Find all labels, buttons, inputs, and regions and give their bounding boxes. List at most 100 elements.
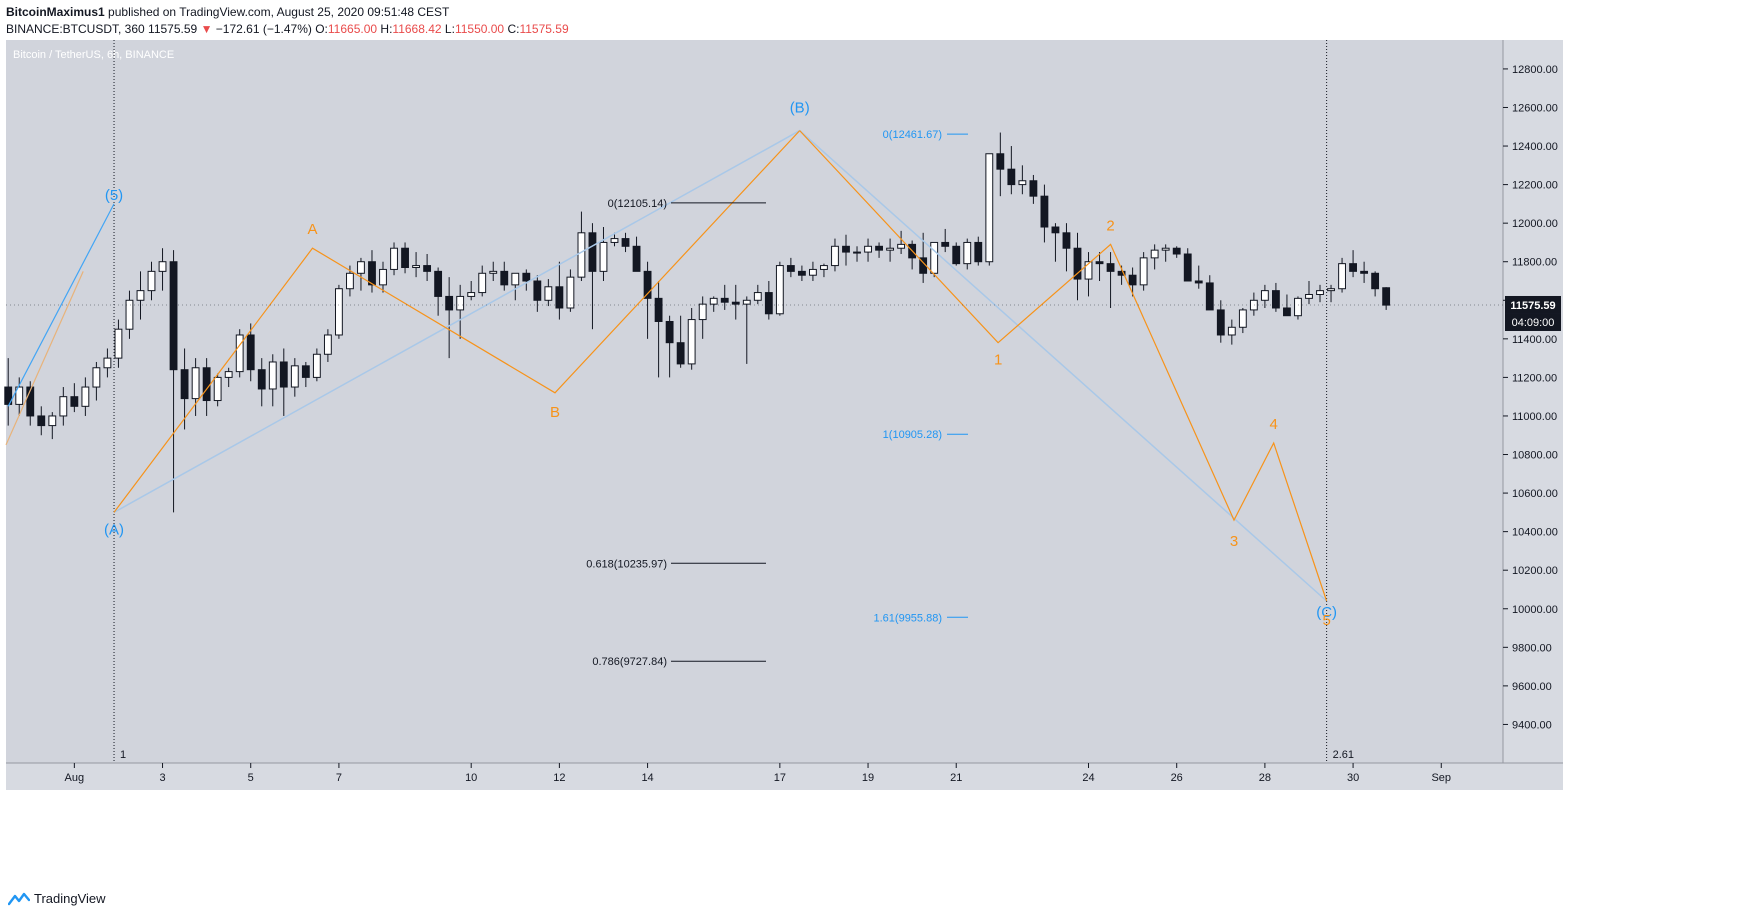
candle — [1316, 284, 1324, 303]
tradingview-logo[interactable]: TradingView — [8, 891, 106, 906]
candle — [875, 242, 883, 258]
candle — [235, 329, 244, 378]
last-price-badge — [1505, 295, 1561, 314]
fib-ext-label: 0(12461.67) — [883, 129, 942, 141]
candle-body-up — [1305, 293, 1313, 299]
candle-body-up — [412, 265, 420, 269]
price-tick-label: 11000.00 — [1512, 411, 1557, 423]
candle-body-up — [1260, 290, 1269, 301]
candle — [1128, 267, 1137, 297]
candle-body-up — [775, 265, 784, 315]
candle — [1095, 252, 1104, 281]
candle — [621, 232, 630, 253]
candle — [1007, 146, 1016, 195]
wave-label-orange: 4 — [1270, 416, 1278, 433]
price-tick-label: 10600.00 — [1512, 488, 1558, 500]
candle-body-down — [522, 272, 531, 282]
fib-level-label: 0.786(9727.84) — [592, 656, 667, 668]
candle-body-down — [1117, 270, 1126, 276]
candle — [786, 257, 795, 278]
candle-body-up — [312, 353, 321, 378]
plot-area[interactable] — [6, 40, 1503, 763]
candle — [224, 367, 233, 388]
candle-body-down — [1382, 287, 1391, 306]
brand-text: TradingView — [34, 891, 106, 906]
time-tick-label: 24 — [1082, 772, 1094, 784]
time-tick-label: 19 — [862, 772, 874, 784]
candle — [1283, 294, 1291, 317]
last-price-value: 11575.59 — [1510, 300, 1555, 312]
candle — [809, 261, 817, 281]
candle-body-up — [1139, 257, 1148, 286]
candle — [114, 319, 123, 368]
candle-body-down — [423, 265, 432, 272]
candle — [1040, 184, 1049, 243]
candle-body-up — [1327, 288, 1335, 292]
price-axis[interactable] — [1503, 40, 1563, 763]
time-tick-label: 21 — [950, 772, 962, 784]
price-tick-label: 9400.00 — [1512, 719, 1552, 731]
candle — [1073, 232, 1082, 301]
wave-label-blue: (C) — [1316, 604, 1337, 621]
candle — [489, 261, 498, 281]
price-tick-label: 11800.00 — [1512, 257, 1557, 269]
candle-body-up — [853, 251, 861, 254]
price-tick-label: 9800.00 — [1512, 642, 1552, 654]
candle — [599, 227, 608, 281]
candle-body-up — [334, 288, 343, 336]
candle-body-down — [202, 367, 211, 402]
candle — [709, 296, 718, 312]
fib-levels: 0(12105.14) 0.618(10235.97) 0.786(9727.84)… — [586, 129, 968, 668]
candle — [1139, 252, 1148, 291]
candle-body-down — [996, 153, 1005, 170]
candle — [687, 307, 696, 370]
candle — [797, 265, 806, 281]
candle-body-up — [566, 276, 575, 309]
candle-body-up — [114, 328, 123, 359]
candle — [1029, 174, 1038, 204]
candle — [643, 261, 652, 339]
candle — [1150, 244, 1159, 270]
candle-body-up — [48, 415, 57, 427]
candle-body-down — [1194, 280, 1203, 284]
candle-body-down — [1029, 180, 1038, 197]
prior-orange-line — [5, 271, 84, 446]
candle-body-down — [1271, 290, 1280, 309]
candle-body-down — [1360, 270, 1369, 274]
candle — [213, 373, 222, 407]
high-value: 11668.42 — [392, 22, 442, 36]
candle-body-up — [357, 261, 365, 274]
candle-body-down — [246, 334, 255, 371]
candle — [125, 290, 134, 339]
candle-body-up — [831, 245, 839, 267]
candle-body-up — [1316, 290, 1324, 295]
time-tick-label: Aug — [65, 772, 85, 784]
candle-body-down — [445, 295, 454, 311]
candle — [478, 265, 487, 297]
candle-body-down — [1216, 309, 1225, 336]
time-axis[interactable] — [6, 763, 1563, 790]
candle — [246, 323, 255, 382]
candle-body-up — [687, 319, 696, 365]
time-tick-label: 30 — [1347, 772, 1359, 784]
candle — [390, 242, 398, 276]
candle-body-up — [1150, 249, 1159, 259]
candle-body-up — [742, 299, 751, 305]
candle — [279, 348, 288, 416]
candle-body-up — [1161, 247, 1170, 251]
time-tick-label: 7 — [336, 772, 342, 784]
candle — [1338, 257, 1346, 293]
candle — [1271, 282, 1280, 312]
candle-body-down — [180, 369, 189, 400]
fib-level-label: 0.618(10235.97) — [586, 558, 667, 570]
time-ticks: Aug 3 5 7 10 12 14 17 19 21 24 26 28 30 Sep — [65, 763, 1451, 784]
candle — [831, 238, 839, 272]
candle — [147, 261, 156, 301]
author-name[interactable]: BitcoinMaximus1 — [6, 5, 105, 19]
wave-label-orange: B — [550, 404, 560, 421]
candle-body-down — [643, 270, 652, 299]
candle — [1227, 319, 1236, 345]
candle — [1205, 275, 1214, 311]
candle — [555, 261, 564, 320]
